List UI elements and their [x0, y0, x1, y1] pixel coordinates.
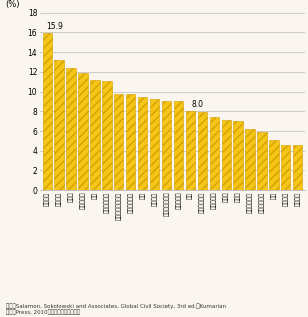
Bar [174, 101, 183, 190]
Bar [245, 129, 255, 190]
Bar [67, 68, 76, 190]
Bar [162, 101, 171, 190]
Text: (%): (%) [6, 0, 20, 9]
Text: 資料）Salamon, Sokolowski and Associates, Global Civil Society, 3rd ed.（Kumarian
　　: 資料）Salamon, Sokolowski and Associates, G… [6, 303, 226, 315]
Bar [102, 81, 111, 190]
Bar [209, 117, 219, 190]
Bar [269, 140, 278, 190]
Text: 15.9: 15.9 [47, 22, 63, 31]
Bar [114, 94, 124, 190]
Bar [221, 120, 231, 190]
Bar [78, 73, 88, 190]
Bar [198, 112, 207, 190]
Bar [186, 111, 195, 190]
Bar [138, 98, 147, 190]
Bar [293, 145, 302, 190]
Bar [257, 132, 267, 190]
Bar [150, 100, 159, 190]
Bar [43, 33, 52, 190]
Text: 8.0: 8.0 [191, 100, 203, 109]
Bar [90, 80, 99, 190]
Bar [55, 60, 64, 190]
Bar [281, 145, 290, 190]
Bar [126, 94, 136, 190]
Bar [233, 121, 243, 190]
